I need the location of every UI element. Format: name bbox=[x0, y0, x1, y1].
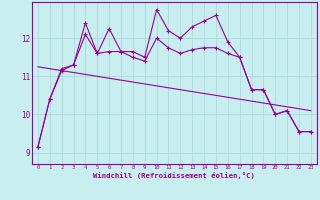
X-axis label: Windchill (Refroidissement éolien,°C): Windchill (Refroidissement éolien,°C) bbox=[93, 172, 255, 179]
